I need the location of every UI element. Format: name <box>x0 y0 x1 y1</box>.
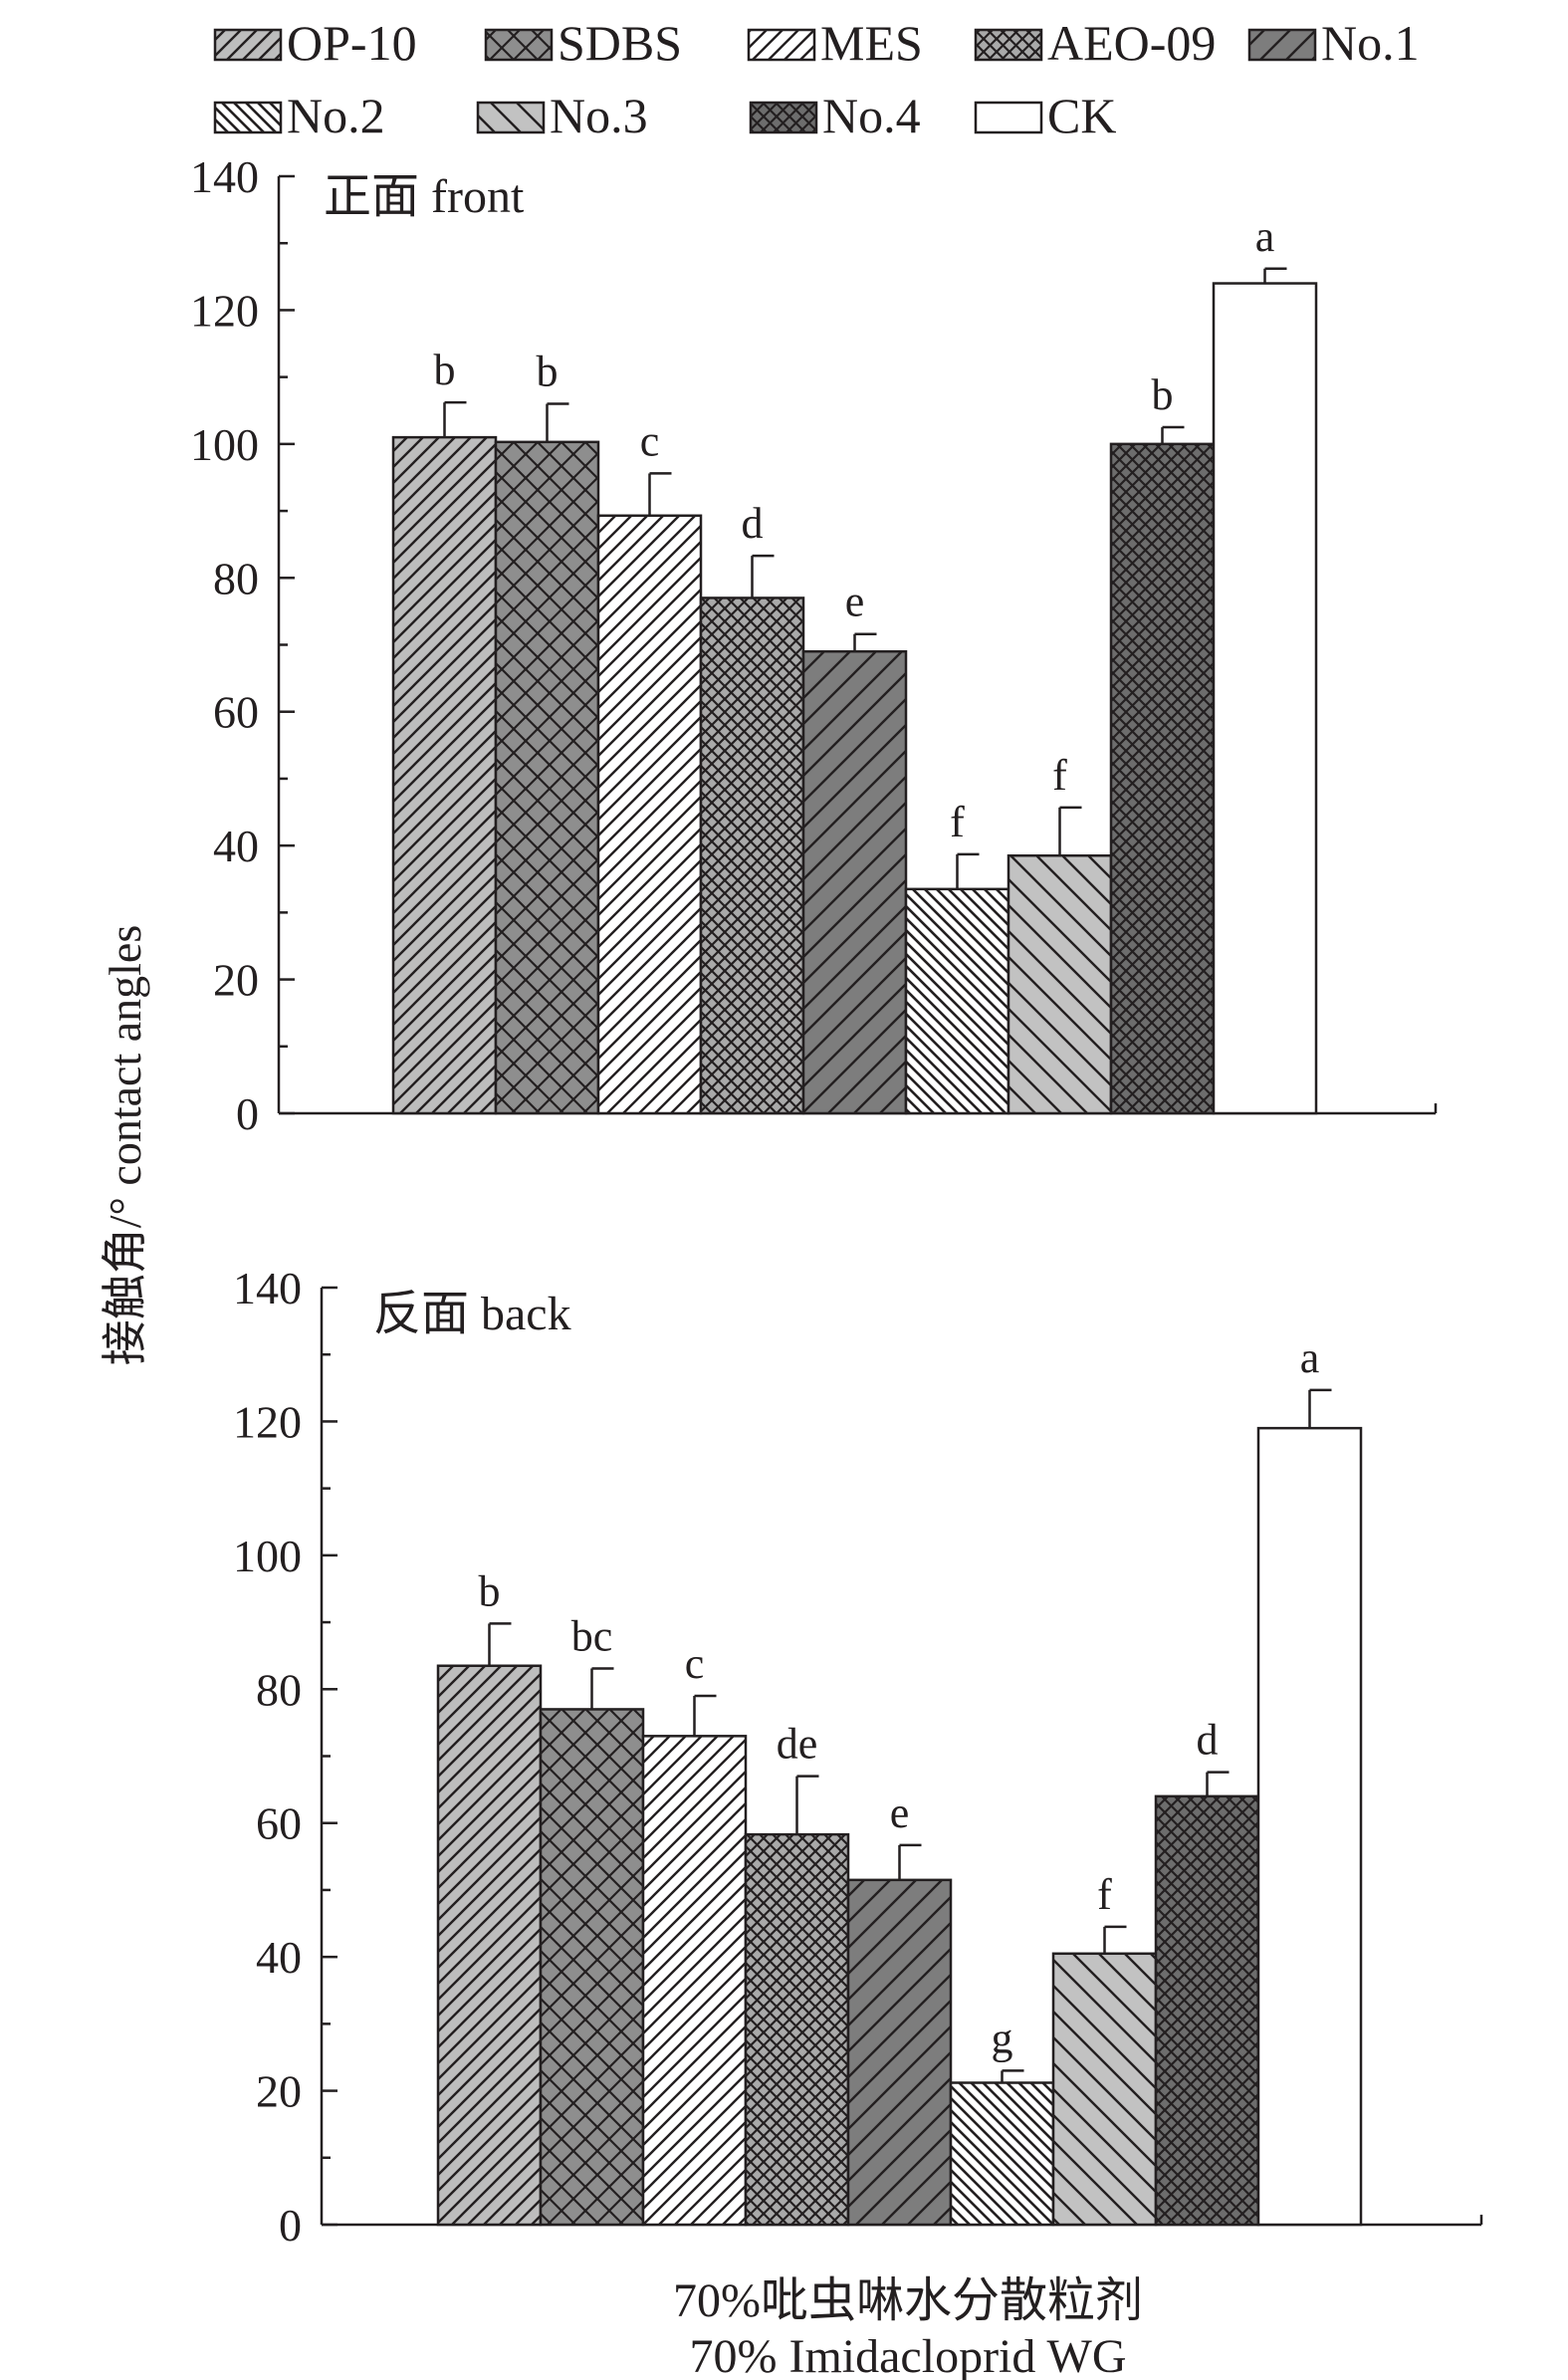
panel-title-front: 正面 front <box>324 170 525 223</box>
sig-label-back-no-2: g <box>992 2014 1013 2062</box>
sig-label-front-no-3: f <box>1052 751 1067 800</box>
legend-item-op-10: OP-10 <box>213 15 417 71</box>
sig-label-front-aeo-09: d <box>742 499 764 548</box>
y-tick-label-front-120: 120 <box>190 285 259 336</box>
sig-label-back-no-3: f <box>1097 1870 1112 1919</box>
y-tick-label-front-140: 140 <box>190 151 259 202</box>
y-tick-label-front-0: 0 <box>236 1088 259 1139</box>
chart-panel-front: 正面 front 0 20 40 60 80 100 120 140 b b c d e f f b a <box>190 151 1438 1139</box>
legend-swatch-no-4 <box>749 101 818 134</box>
sig-label-front-ck: a <box>1255 212 1275 261</box>
sig-label-back-sdbs: bc <box>571 1611 613 1660</box>
y-tick-label-front-80: 80 <box>213 553 259 603</box>
legend-item-mes: MES <box>747 15 923 71</box>
bar-front-sdbs <box>494 440 600 1115</box>
legend-label-no-1: No.1 <box>1321 15 1420 71</box>
bar-back-ck <box>1256 1426 1363 2227</box>
sig-label-back-ck: a <box>1300 1333 1320 1382</box>
legend-swatch-mes <box>747 28 816 62</box>
y-tick-label-back-0: 0 <box>279 2200 302 2251</box>
sig-label-front-no-1: e <box>845 578 865 626</box>
legend-swatch-no-3 <box>476 101 546 134</box>
sig-label-front-mes: c <box>640 416 660 465</box>
y-tick-label-back-140: 140 <box>233 1263 302 1313</box>
bar-front-op-10 <box>391 435 498 1115</box>
legend-swatch-no-2 <box>213 101 283 134</box>
sig-label-front-no-2: f <box>950 798 965 846</box>
legend-label-aeo-09: AEO-09 <box>1047 15 1216 71</box>
sig-label-front-no-4: b <box>1152 370 1174 419</box>
legend-label-no-2: No.2 <box>287 88 385 143</box>
y-tick-label-back-120: 120 <box>233 1396 302 1447</box>
x-axis-title-line2: 70% Imidacloprid WG <box>689 2330 1126 2380</box>
sig-label-front-op-10: b <box>434 346 456 394</box>
sig-label-back-aeo-09: de <box>777 1720 818 1769</box>
legend: OP-10 SDBS MES AEO-09 No.1 No.2 No.3 No.4 CK <box>213 15 1420 143</box>
bar-back-no-4 <box>1154 1794 1260 2227</box>
legend-label-no-4: No.4 <box>822 88 921 143</box>
bar-back-sdbs <box>539 1708 645 2227</box>
bar-front-no-2 <box>904 887 1010 1115</box>
y-tick-label-front-100: 100 <box>190 419 259 470</box>
legend-item-aeo-09: AEO-09 <box>974 15 1216 71</box>
bar-back-op-10 <box>436 1664 543 2227</box>
legend-swatch-aeo-09 <box>974 28 1043 62</box>
legend-swatch-ck <box>974 101 1043 134</box>
bar-front-ck <box>1212 282 1318 1115</box>
legend-swatch-sdbs <box>484 28 554 62</box>
bar-front-mes <box>596 514 703 1115</box>
y-tick-label-front-20: 20 <box>213 955 259 1006</box>
legend-item-no-4: No.4 <box>749 88 921 143</box>
legend-item-no-1: No.1 <box>1247 15 1420 71</box>
bar-front-no-4 <box>1109 442 1216 1115</box>
bar-back-mes <box>641 1735 748 2227</box>
bar-front-aeo-09 <box>699 596 805 1115</box>
y-tick-label-front-40: 40 <box>213 821 259 871</box>
sig-label-back-mes: c <box>685 1639 705 1688</box>
legend-label-ck: CK <box>1047 88 1116 143</box>
x-axis-title-line1: 70%吡虫啉水分散粒剂 <box>673 2274 1143 2327</box>
y-tick-label-front-60: 60 <box>213 687 259 738</box>
y-tick-label-back-60: 60 <box>256 1798 302 1849</box>
bar-back-aeo-09 <box>744 1832 850 2227</box>
sig-label-back-op-10: b <box>479 1566 501 1615</box>
bar-front-no-1 <box>801 649 908 1115</box>
chart-panel-back: 反面 back 0 20 40 60 80 100 120 140 b bc c de e g f d a <box>233 1263 1483 2251</box>
panel-title-back: 反面 back <box>373 1288 571 1340</box>
legend-item-no-3: No.3 <box>476 88 648 143</box>
bar-front-no-3 <box>1007 853 1113 1115</box>
legend-item-no-2: No.2 <box>213 88 385 143</box>
legend-label-sdbs: SDBS <box>558 15 682 71</box>
sig-label-back-no-1: e <box>890 1788 910 1837</box>
sig-label-front-sdbs: b <box>537 348 559 396</box>
legend-item-sdbs: SDBS <box>484 15 682 71</box>
y-axis-title: 接触角/° contact angles <box>100 925 150 1366</box>
bar-back-no-3 <box>1051 1952 1158 2227</box>
bar-back-no-2 <box>949 2081 1055 2227</box>
legend-label-op-10: OP-10 <box>287 15 417 71</box>
sig-label-back-no-4: d <box>1197 1716 1219 1765</box>
y-tick-label-back-80: 80 <box>256 1664 302 1715</box>
legend-swatch-op-10 <box>213 28 283 62</box>
y-tick-label-back-40: 40 <box>256 1932 302 1983</box>
bar-back-no-1 <box>846 1878 953 2227</box>
y-tick-label-back-100: 100 <box>233 1531 302 1581</box>
y-tick-label-back-20: 20 <box>256 2066 302 2117</box>
legend-swatch-no-1 <box>1247 28 1317 62</box>
legend-label-no-3: No.3 <box>550 88 648 143</box>
legend-label-mes: MES <box>820 15 923 71</box>
legend-item-ck: CK <box>974 88 1116 143</box>
